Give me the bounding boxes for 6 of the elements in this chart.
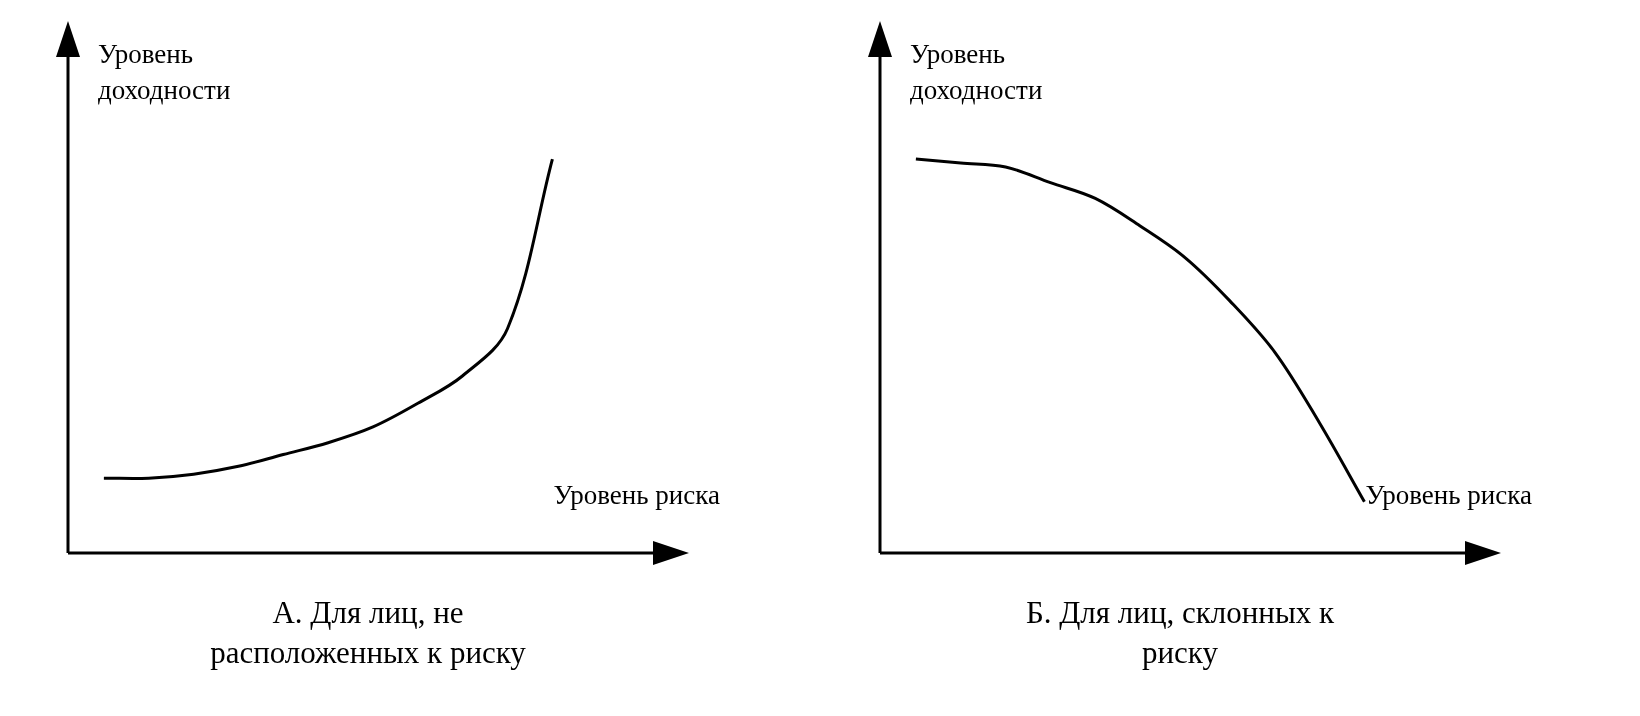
y-axis-title: Уровень доходности (910, 38, 1044, 107)
x-axis-title: Уровень риска (553, 480, 720, 511)
x-axis-title: Уровень риска (1365, 480, 1532, 511)
text: Б. Для лиц, склонных к риску (1024, 594, 1336, 672)
text: А. Для лиц, не расположенных к риску (209, 594, 527, 672)
y-axis-title: Уровень доходности (98, 38, 232, 107)
